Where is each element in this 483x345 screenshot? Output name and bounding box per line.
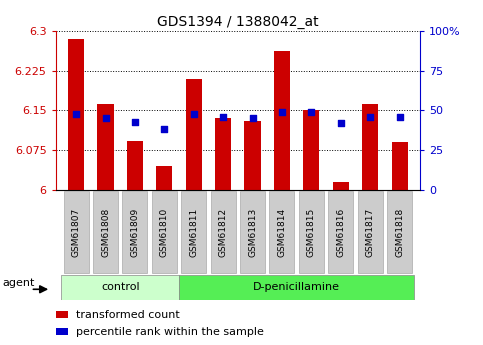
- Text: D-penicillamine: D-penicillamine: [253, 282, 340, 292]
- Bar: [123, 191, 147, 273]
- Bar: [215, 118, 231, 190]
- Text: percentile rank within the sample: percentile rank within the sample: [76, 327, 264, 337]
- Title: GDS1394 / 1388042_at: GDS1394 / 1388042_at: [157, 14, 319, 29]
- Point: [249, 116, 256, 121]
- Point: [219, 114, 227, 119]
- Point: [278, 109, 286, 115]
- Point: [337, 120, 345, 126]
- Bar: [152, 191, 177, 273]
- Text: agent: agent: [3, 278, 35, 288]
- Bar: [362, 104, 378, 190]
- Bar: [333, 183, 349, 190]
- Text: GSM61809: GSM61809: [130, 207, 140, 257]
- Bar: [156, 167, 172, 190]
- Point: [190, 111, 198, 116]
- Bar: [299, 191, 324, 273]
- Bar: [68, 39, 84, 190]
- Bar: [303, 110, 319, 190]
- Bar: [179, 275, 414, 299]
- Bar: [274, 51, 290, 190]
- Bar: [93, 191, 118, 273]
- Point: [308, 109, 315, 115]
- Bar: [387, 191, 412, 273]
- Text: transformed count: transformed count: [76, 309, 179, 319]
- Bar: [61, 275, 179, 299]
- Bar: [98, 104, 114, 190]
- Point: [366, 114, 374, 119]
- Text: GSM61813: GSM61813: [248, 207, 257, 257]
- Bar: [270, 191, 295, 273]
- Text: GSM61807: GSM61807: [71, 207, 81, 257]
- Bar: [392, 142, 408, 190]
- Text: GSM61810: GSM61810: [160, 207, 169, 257]
- Text: GSM61818: GSM61818: [395, 207, 404, 257]
- Bar: [56, 328, 68, 335]
- Point: [72, 111, 80, 116]
- Bar: [240, 191, 265, 273]
- Text: GSM61812: GSM61812: [219, 207, 227, 257]
- Bar: [185, 79, 202, 190]
- Bar: [56, 311, 68, 318]
- Bar: [328, 191, 353, 273]
- Bar: [64, 191, 88, 273]
- Point: [102, 116, 110, 121]
- Point: [131, 119, 139, 124]
- Point: [160, 127, 168, 132]
- Point: [396, 114, 403, 119]
- Bar: [244, 121, 261, 190]
- Text: GSM61811: GSM61811: [189, 207, 198, 257]
- Text: GSM61814: GSM61814: [278, 207, 286, 257]
- Bar: [127, 140, 143, 190]
- Text: GSM61817: GSM61817: [366, 207, 375, 257]
- Bar: [211, 191, 236, 273]
- Text: control: control: [101, 282, 140, 292]
- Text: GSM61815: GSM61815: [307, 207, 316, 257]
- Bar: [181, 191, 206, 273]
- Bar: [358, 191, 383, 273]
- Text: GSM61808: GSM61808: [101, 207, 110, 257]
- Text: GSM61816: GSM61816: [336, 207, 345, 257]
